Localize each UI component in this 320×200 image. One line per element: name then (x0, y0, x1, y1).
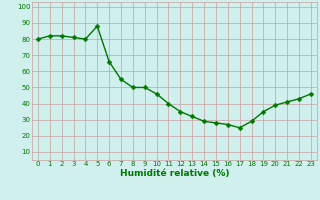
X-axis label: Humidité relative (%): Humidité relative (%) (120, 169, 229, 178)
